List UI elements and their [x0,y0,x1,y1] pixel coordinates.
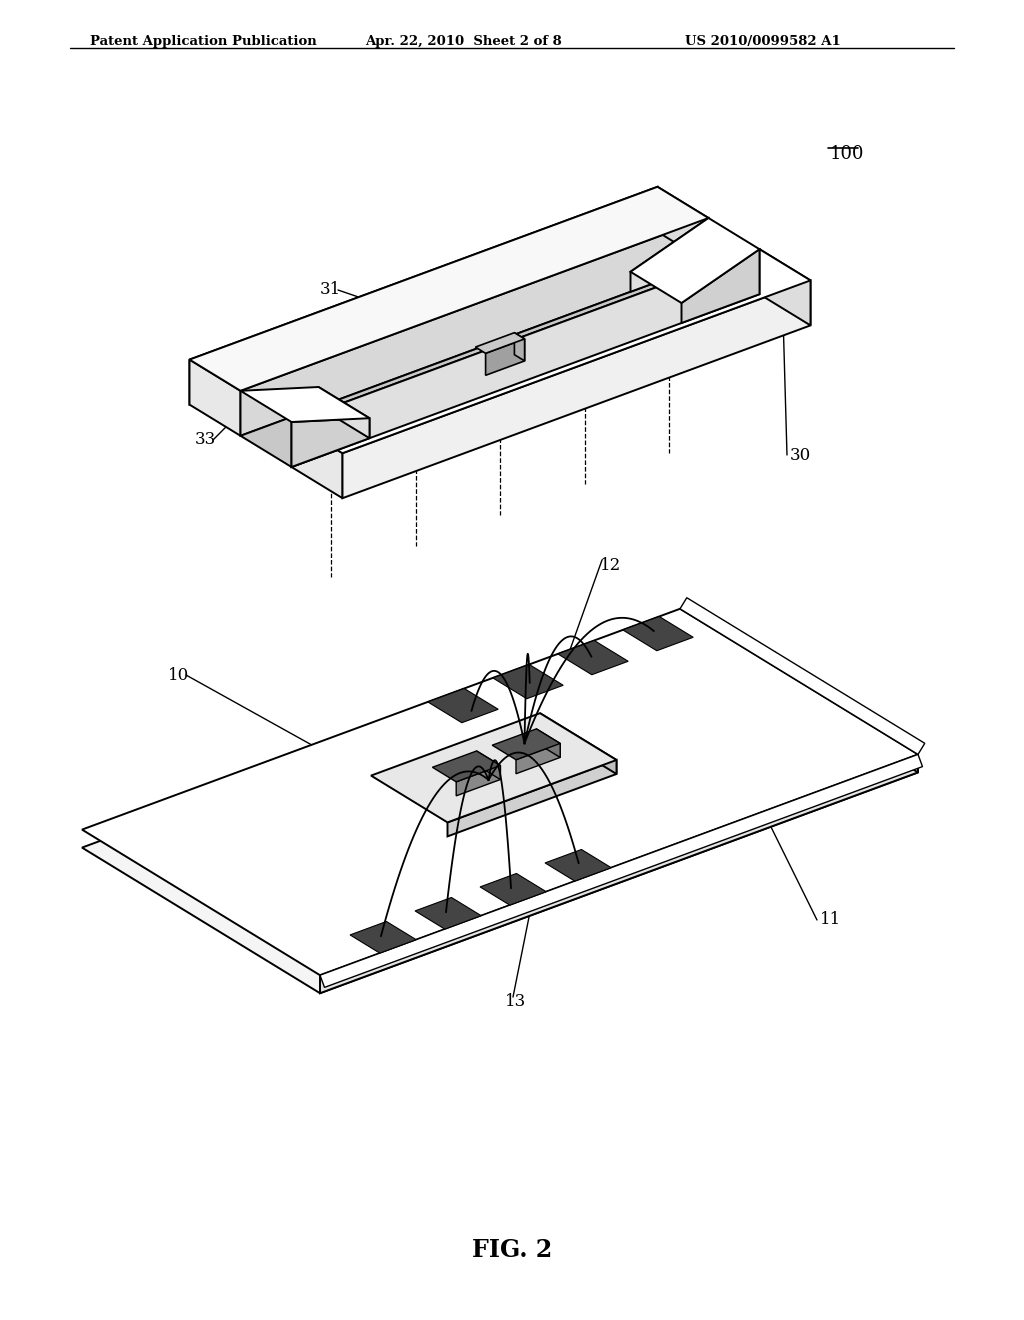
Text: 14: 14 [540,735,559,750]
Polygon shape [493,729,560,760]
Polygon shape [82,609,918,975]
Polygon shape [189,187,657,405]
Polygon shape [318,387,370,438]
Text: 12: 12 [600,557,622,573]
Polygon shape [545,850,611,882]
Polygon shape [447,760,616,837]
Text: 33: 33 [195,432,216,449]
Text: US 2010/0099582 A1: US 2010/0099582 A1 [685,36,841,48]
Text: FIG. 2: FIG. 2 [472,1238,552,1262]
Polygon shape [241,387,370,422]
Text: 100: 100 [830,145,864,162]
Polygon shape [480,874,546,906]
Polygon shape [371,713,616,822]
Polygon shape [485,339,524,375]
Text: 10: 10 [168,667,189,684]
Polygon shape [516,743,560,774]
Polygon shape [415,898,481,929]
Polygon shape [432,751,501,781]
Polygon shape [319,755,923,987]
Text: 14: 14 [434,771,454,784]
Polygon shape [428,689,499,723]
Polygon shape [241,218,709,436]
Polygon shape [657,187,709,263]
Polygon shape [292,418,370,467]
Polygon shape [558,640,628,675]
Text: 11: 11 [820,912,842,928]
Polygon shape [682,249,760,323]
Polygon shape [540,713,616,774]
Text: 30: 30 [790,446,811,463]
Text: Patent Application Publication: Patent Application Publication [90,36,316,48]
Polygon shape [319,755,918,993]
Polygon shape [680,609,918,772]
Polygon shape [631,218,760,304]
Polygon shape [457,766,501,796]
Polygon shape [631,218,709,292]
Text: 13: 13 [505,994,526,1011]
Polygon shape [350,921,416,953]
Polygon shape [475,333,524,354]
Polygon shape [292,249,760,467]
Polygon shape [514,333,524,360]
Polygon shape [623,616,693,651]
Polygon shape [476,751,501,780]
Polygon shape [342,280,811,498]
Polygon shape [537,729,560,758]
Text: 32: 32 [565,231,587,248]
Text: Apr. 22, 2010  Sheet 2 of 8: Apr. 22, 2010 Sheet 2 of 8 [365,36,562,48]
Polygon shape [680,598,925,755]
Polygon shape [189,359,241,436]
Polygon shape [82,627,918,993]
Polygon shape [292,422,342,498]
Polygon shape [493,664,563,698]
Polygon shape [189,187,709,391]
Polygon shape [760,249,811,326]
Polygon shape [292,249,811,453]
Text: 31: 31 [319,281,341,298]
Polygon shape [241,263,760,467]
